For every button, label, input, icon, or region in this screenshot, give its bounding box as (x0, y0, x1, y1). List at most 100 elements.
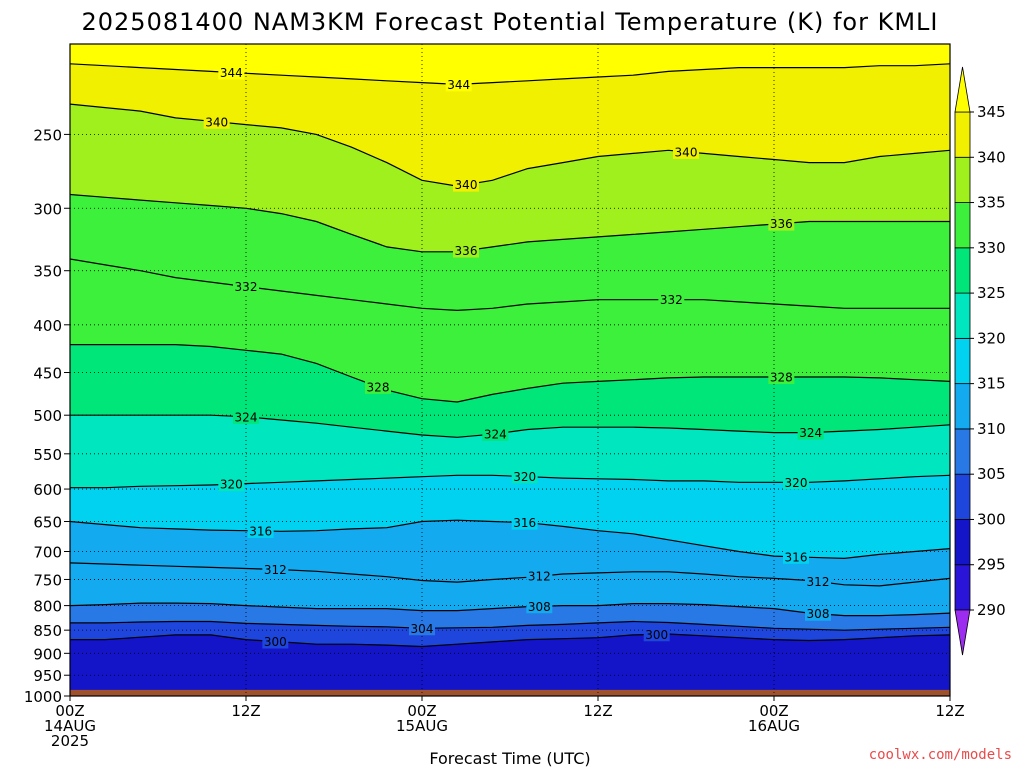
contour-label-324: 324 (482, 426, 509, 441)
colorbar-label-315: 315 (977, 375, 1006, 393)
colorbar-label-310: 310 (977, 420, 1006, 438)
colorbar-bin-290 (954, 564, 971, 611)
contour-label-text: 320 (513, 470, 536, 484)
contour-label-text: 344 (447, 78, 470, 92)
colorbar-label-345: 345 (977, 103, 1006, 121)
contour-label-text: 340 (205, 115, 228, 129)
contour-label-text: 332 (235, 280, 258, 294)
contour-label-312: 312 (526, 569, 553, 584)
y-axis: 250 300 350 400 450 500 550 600 650 700 750 800 850 9… (24, 126, 70, 706)
contour-label-344: 344 (218, 65, 245, 80)
band-fill-320 (70, 415, 950, 488)
x-tick-label-h48-0: 00Z (759, 702, 788, 720)
band-fill-304 (70, 603, 950, 631)
colorbar-bin-315 (954, 337, 971, 385)
grid-layer (70, 44, 950, 696)
contour-label-340: 340 (203, 114, 230, 129)
colorbar-bin-325 (954, 247, 971, 294)
contour-label-300: 300 (643, 627, 670, 642)
x-tick-label-h0-2: 2025 (51, 732, 89, 750)
contour-label-text: 316 (785, 550, 808, 564)
colorbar-bin-330 (954, 202, 971, 249)
contour-label-316: 316 (783, 549, 809, 564)
contour-label-308: 308 (805, 606, 831, 621)
band-fill-332 (70, 194, 950, 311)
y-tick-label-550: 550 (33, 446, 62, 464)
contour-label-text: 324 (799, 426, 822, 440)
contour-label-text: 340 (675, 145, 698, 159)
contour-label-300: 300 (262, 634, 289, 649)
band-fill-328 (70, 259, 950, 402)
contour-labels: 300 300 304 308 308 312 312 312 316 316 316 320 320 3… (203, 65, 831, 649)
contour-label-328: 328 (768, 369, 795, 384)
contour-344 (70, 63, 950, 86)
colorbar-label-300: 300 (977, 510, 1006, 528)
contour-label-text: 340 (455, 178, 478, 192)
band-fill-344 (70, 44, 950, 85)
y-tick-label-1000: 1000 (24, 688, 62, 706)
x-tick-label-h24-1: 15AUG (396, 717, 448, 735)
contour-label-text: 312 (264, 563, 287, 577)
contour-label-340: 340 (453, 177, 479, 192)
band-fill-300 (70, 621, 950, 647)
contour-label-text: 344 (220, 66, 243, 80)
band-fill-324 (70, 344, 950, 438)
band-fill-336 (70, 104, 950, 252)
contour-label-332: 332 (658, 292, 685, 307)
credit-link[interactable]: coolwx.com/models (869, 747, 1012, 763)
contour-label-text: 320 (220, 478, 243, 492)
contour-label-text: 324 (235, 410, 258, 424)
y-tick-label-500: 500 (33, 407, 62, 425)
colorbar: 290 295 300 305 310 315 320 325 330 335 340 345 (954, 66, 1006, 656)
contour-label-text: 336 (455, 244, 478, 258)
contour-label-text: 304 (411, 622, 434, 636)
contour-label-text: 308 (528, 600, 551, 614)
x-tick-label-h12-0: 12Z (231, 702, 260, 720)
contour-label-text: 324 (484, 427, 507, 441)
temperature-fill-layer (70, 44, 950, 696)
colorbar-label-340: 340 (977, 148, 1006, 166)
y-tick-label-350: 350 (33, 263, 62, 281)
y-tick-label-400: 400 (33, 317, 62, 335)
y-tick-label-450: 450 (33, 365, 62, 383)
x-tick-label-h36-0: 12Z (583, 702, 612, 720)
colorbar-top-arrow (954, 66, 971, 113)
colorbar-bin-295 (954, 519, 971, 566)
y-tick-label-950: 950 (33, 667, 62, 685)
colorbar-label-320: 320 (977, 329, 1006, 347)
contour-label-344: 344 (445, 77, 472, 92)
contour-label-312: 312 (262, 562, 289, 577)
contour-label-304: 304 (409, 621, 435, 636)
y-tick-label-600: 600 (33, 481, 62, 499)
ground-strip (70, 689, 950, 696)
colorbar-bottom-arrow (954, 609, 971, 656)
colorbar-bin-340 (954, 111, 971, 158)
contour-label-308: 308 (526, 599, 553, 614)
y-tick-label-300: 300 (33, 200, 62, 218)
x-tick-label-h48-1: 16AUG (748, 717, 800, 735)
contour-328 (70, 344, 950, 403)
contour-label-text: 312 (528, 570, 551, 584)
contour-label-text: 300 (645, 628, 668, 642)
contour-308 (70, 602, 950, 617)
contour-label-316: 316 (511, 515, 538, 530)
contour-label-text: 312 (807, 575, 830, 589)
contour-label-320: 320 (783, 475, 809, 490)
contour-label-text: 316 (249, 524, 272, 538)
x-axis-label: Forecast Time (UTC) (429, 749, 590, 768)
contour-label-text: 300 (264, 635, 287, 649)
contour-label-text: 316 (513, 516, 536, 530)
plot-frame (69, 43, 951, 697)
contour-label-text: 332 (660, 293, 683, 307)
y-tick-label-800: 800 (33, 598, 62, 616)
contour-label-340: 340 (673, 144, 699, 159)
contour-label-336: 336 (453, 243, 479, 258)
contour-300 (70, 633, 950, 648)
x-tick-label-h24-0: 00Z (407, 702, 436, 720)
colorbar-bin-305 (954, 428, 971, 475)
contour-332 (70, 258, 950, 312)
colorbar-label-325: 325 (977, 284, 1006, 302)
x-tick-label-h0-0: 00Z (55, 702, 84, 720)
